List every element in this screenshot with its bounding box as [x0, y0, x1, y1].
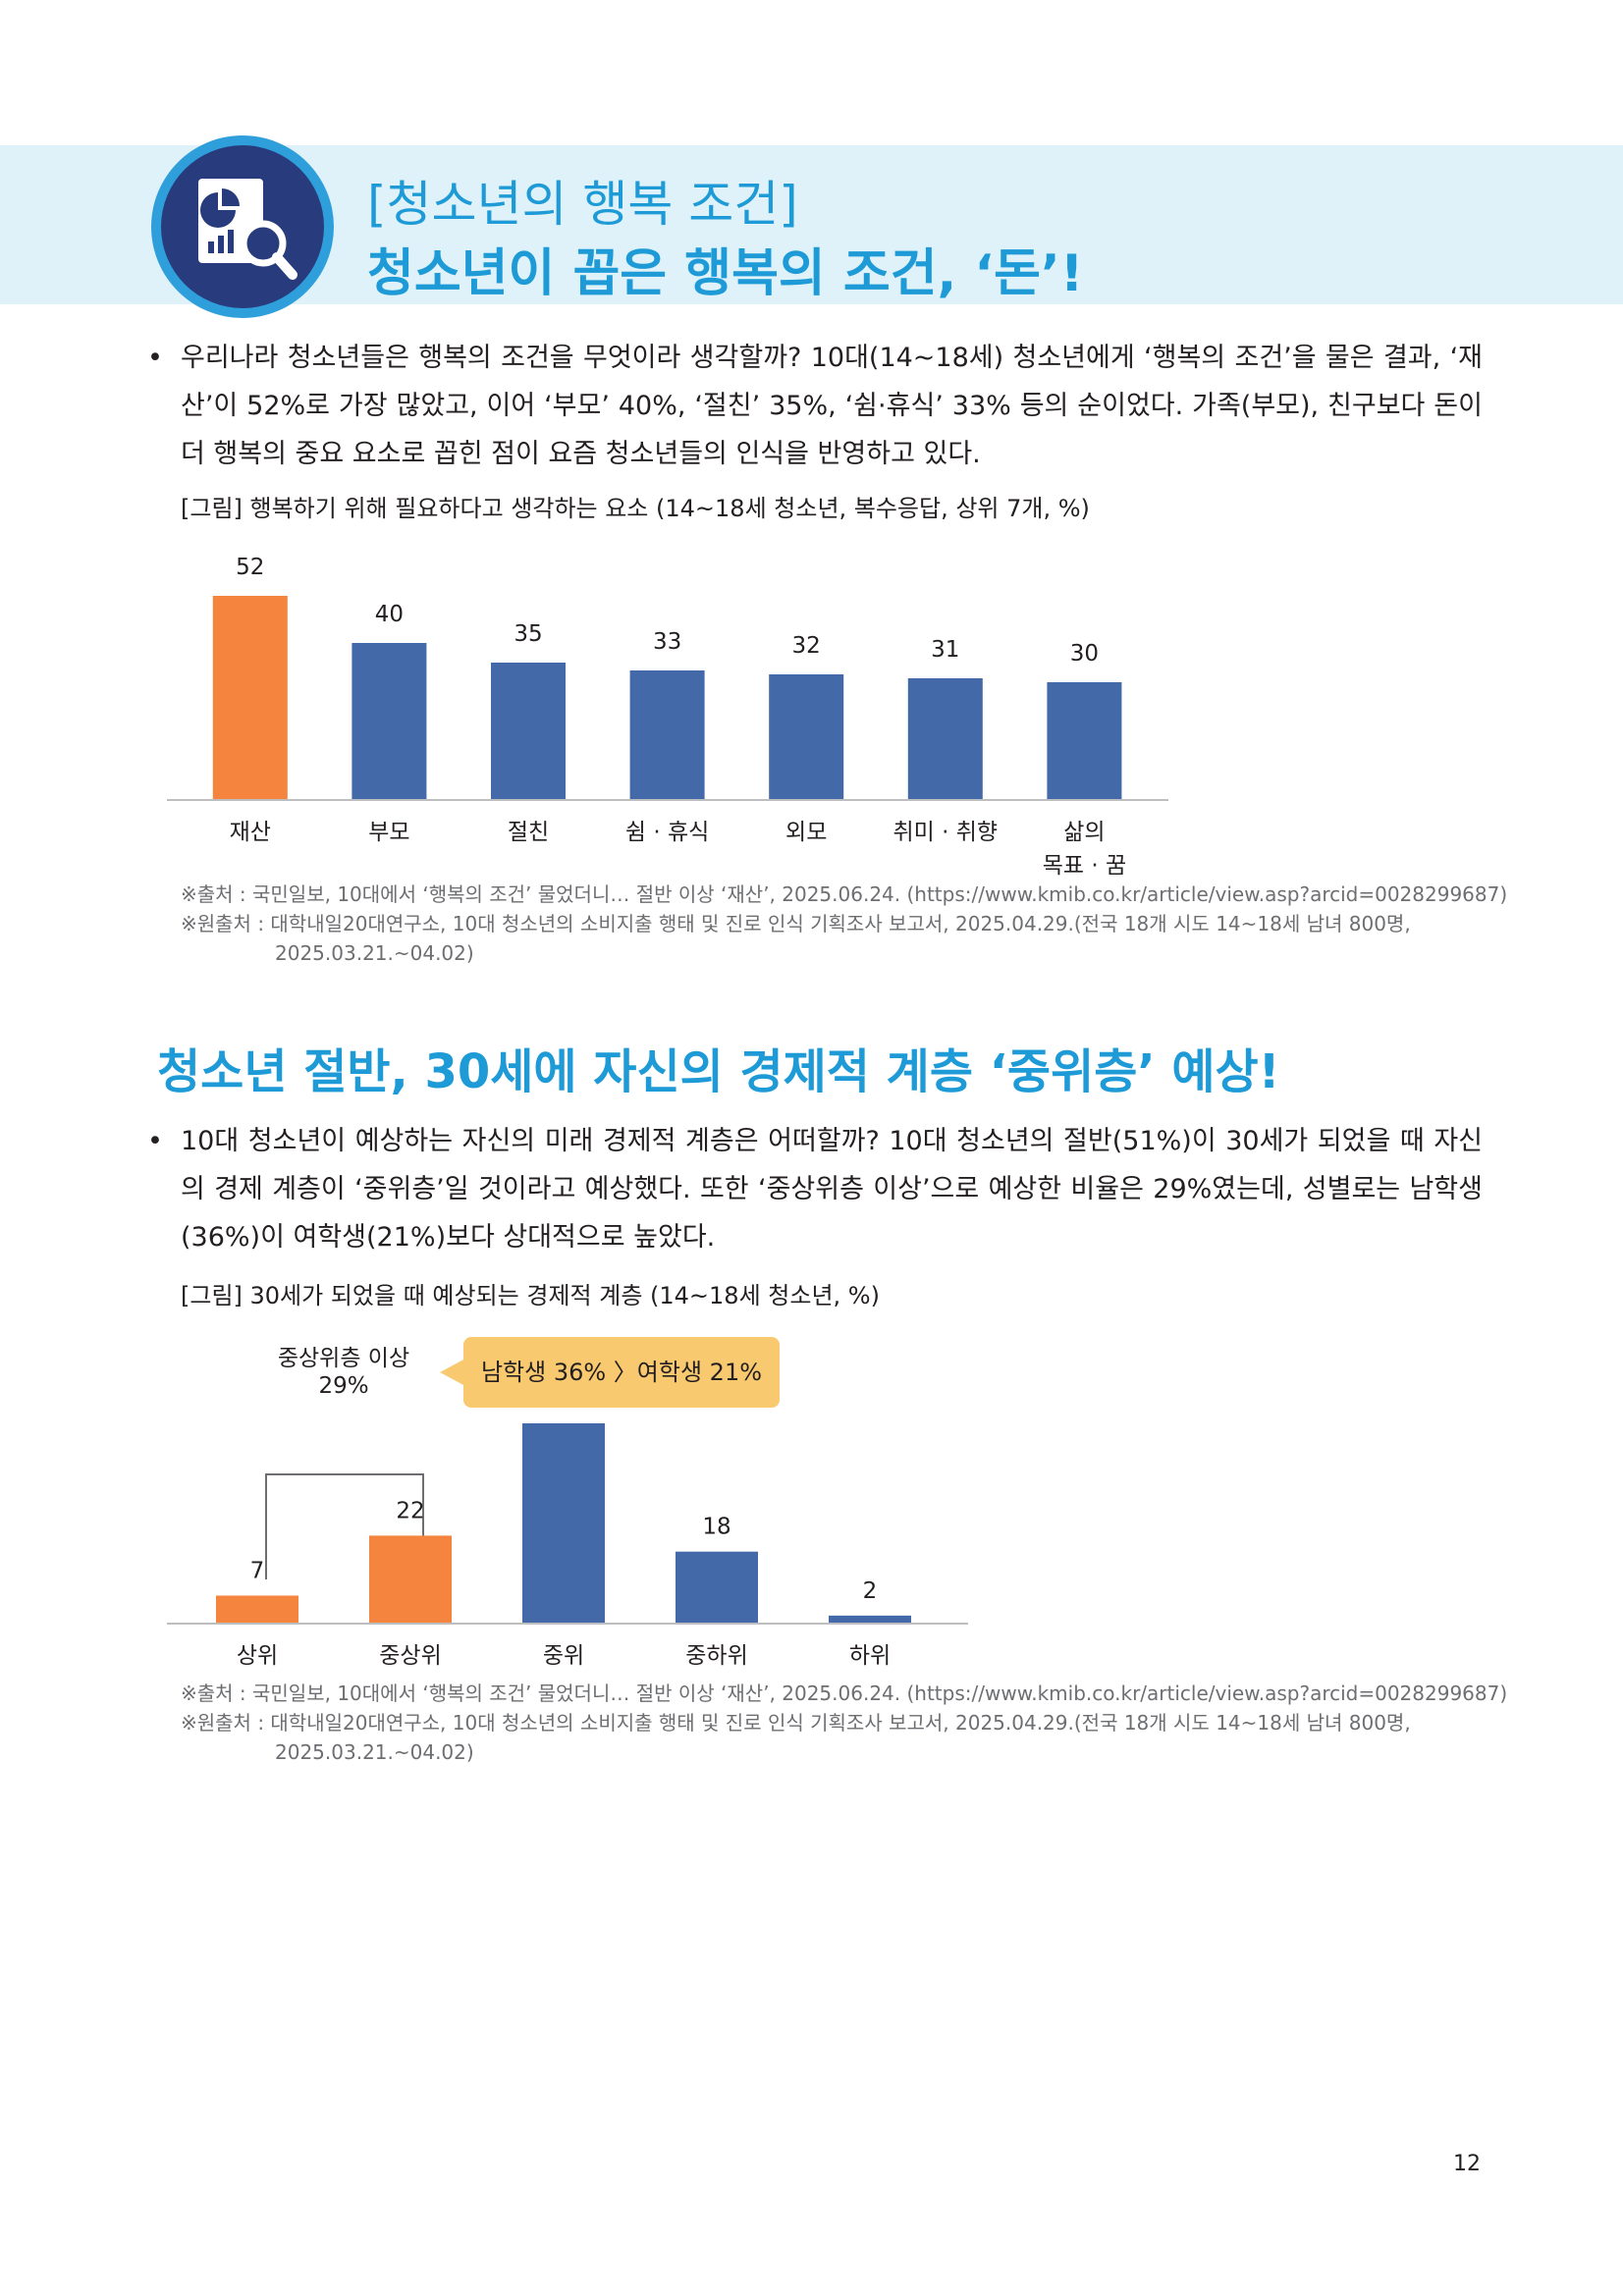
bar [1047, 682, 1122, 800]
section2-text: 10대 청소년이 예상하는 자신의 미래 경제적 계층은 어떠할까? 10대 청… [181, 1126, 1483, 1253]
annotation-value: 29% [318, 1373, 369, 1399]
category-label: 삶의 [1063, 820, 1105, 845]
category-label: 외모 [785, 820, 827, 845]
callout-box [463, 1337, 780, 1408]
bar [676, 1551, 758, 1624]
category-label: 중하위 [685, 1643, 747, 1669]
callout-text: 남학생 36% 〉여학생 21% [480, 1359, 763, 1386]
category-label: 취미 · 취향 [893, 820, 999, 845]
source-line: 2025.03.21.~04.02) [275, 1740, 474, 1764]
section1-paragraph: • 우리나라 청소년들은 행복의 조건을 무엇이라 생각할까? 10대(14~1… [147, 334, 1483, 478]
data-label: 2 [863, 1578, 878, 1604]
category-label: 중상위 [379, 1643, 441, 1669]
bar [352, 643, 427, 800]
analysis-icon-graphic [198, 179, 298, 280]
section2-title: 청소년 절반, 30세에 자신의 경제적 계층 ‘중위층’ 예상! [157, 1044, 1280, 1099]
chart1-source: ※출처 : 국민일보, 10대에서 ‘행복의 조건’ 물었더니… 절반 이상 ‘… [181, 880, 1508, 968]
page-number: 12 [1453, 2152, 1481, 2176]
category-label: 부모 [368, 820, 409, 845]
bar [212, 596, 288, 800]
chart2-caption: [그림] 30세가 되었을 때 예상되는 경제적 계층 (14~18세 청소년,… [181, 1282, 880, 1309]
chart1-caption: [그림] 행복하기 위해 필요하다고 생각하는 요소 (14~18세 청소년, … [181, 495, 1090, 522]
bar [829, 1615, 911, 1624]
data-label: 32 [792, 633, 821, 659]
chart2-source: ※출처 : 국민일보, 10대에서 ‘행복의 조건’ 물었더니… 절반 이상 ‘… [181, 1679, 1508, 1767]
category-label: 재산 [230, 820, 271, 845]
bracket-line [265, 1473, 424, 1579]
bar [907, 678, 983, 800]
bar [369, 1535, 452, 1624]
section1-text: 우리나라 청소년들은 행복의 조건을 무엇이라 생각할까? 10대(14~18세… [181, 343, 1483, 469]
data-label: 52 [236, 555, 264, 580]
analysis-icon [161, 145, 324, 308]
category-label: 상위 [237, 1643, 278, 1669]
data-label: 35 [514, 621, 542, 647]
annotation-upper-mid: 중상위층 이상 29% [261, 1345, 426, 1400]
bar [216, 1595, 298, 1624]
data-label: 33 [653, 629, 681, 655]
data-label: 40 [375, 602, 404, 627]
bar [491, 663, 566, 800]
chart2: 7상위22중상위51중위18중하위2하위 [167, 1423, 968, 1669]
category-label: 절친 [508, 820, 549, 845]
bar [769, 674, 844, 800]
bar [629, 670, 705, 800]
annotation-label: 중상위층 이상 [277, 1346, 410, 1371]
source-line: ※출처 : 국민일보, 10대에서 ‘행복의 조건’ 물었더니… 절반 이상 ‘… [181, 882, 1508, 906]
bullet: • [147, 343, 163, 373]
category-label: 쉼 · 휴식 [625, 820, 709, 845]
bar [522, 1423, 605, 1624]
category-label: 하위 [849, 1643, 891, 1669]
chart1: 52 재산 40 부모 35 절친 33 쉼 · 휴식 32 외모 31 취미 · 취향 30 삶의목표 … [167, 555, 1168, 879]
header-subtitle: [청소년의 행복 조건] [367, 176, 798, 233]
source-line: ※원출처 : 대학내일20대연구소, 10대 청소년의 소비지출 행태 및 진로… [181, 1711, 1411, 1735]
source-line: ※원출처 : 대학내일20대연구소, 10대 청소년의 소비지출 행태 및 진로… [181, 912, 1411, 935]
section2-paragraph: • 10대 청소년이 예상하는 자신의 미래 경제적 계층은 어떠할까? 10대… [147, 1117, 1483, 1261]
callout-pointer [440, 1359, 465, 1386]
category-label: 목표 · 꿈 [1043, 853, 1126, 879]
data-label: 30 [1070, 641, 1099, 667]
data-label: 31 [931, 637, 959, 663]
data-label: 22 [396, 1498, 424, 1523]
source-line: 2025.03.21.~04.02) [275, 941, 474, 965]
data-label: 7 [250, 1558, 265, 1583]
header-title: 청소년이 꼽은 행복의 조건, ‘돈’! [367, 244, 1084, 303]
category-label: 중위 [543, 1643, 584, 1669]
source-line: ※출처 : 국민일보, 10대에서 ‘행복의 조건’ 물었더니… 절반 이상 ‘… [181, 1682, 1508, 1705]
data-label: 18 [702, 1515, 730, 1540]
bullet: • [147, 1126, 163, 1156]
